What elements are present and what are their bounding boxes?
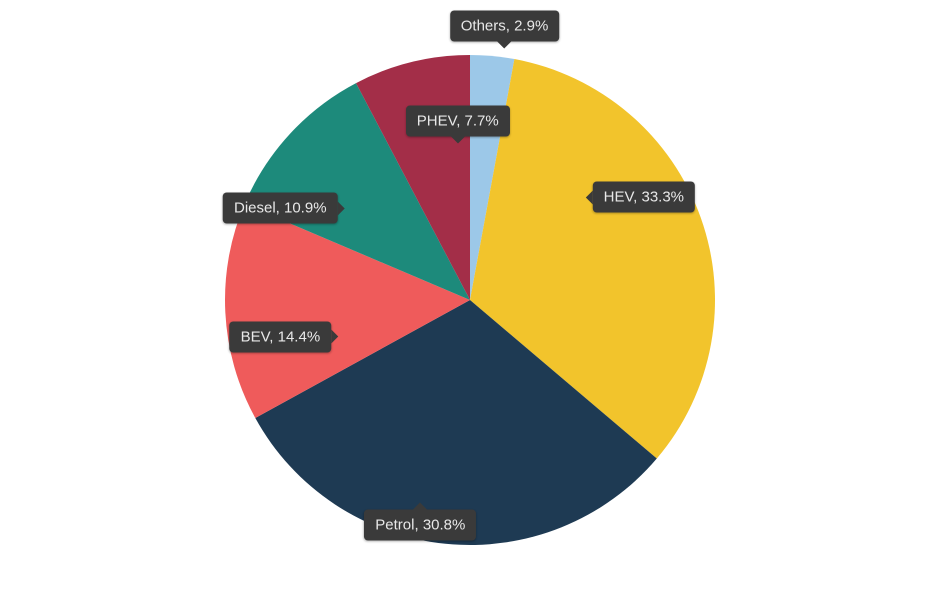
slice-tooltip-text: Petrol, 30.8% bbox=[375, 517, 465, 534]
slice-tooltip-text: HEV, 33.3% bbox=[604, 189, 684, 206]
tooltip-arrow-icon bbox=[331, 330, 338, 344]
slice-tooltip-text: Others, 2.9% bbox=[461, 17, 549, 34]
slice-tooltip-text: Diesel, 10.9% bbox=[234, 200, 327, 217]
tooltip-arrow-icon bbox=[586, 190, 593, 204]
tooltip-arrow-icon bbox=[451, 136, 465, 143]
pie-chart-container: Others, 2.9% HEV, 33.3% Petrol, 30.8% BEV, … bbox=[0, 0, 940, 600]
slice-tooltip-diesel: Diesel, 10.9% bbox=[223, 193, 338, 224]
slice-tooltip-others: Others, 2.9% bbox=[450, 10, 560, 41]
slice-tooltip-hev: HEV, 33.3% bbox=[593, 182, 695, 213]
slice-tooltip-petrol: Petrol, 30.8% bbox=[364, 510, 476, 541]
tooltip-arrow-icon bbox=[413, 503, 427, 510]
slice-tooltip-text: BEV, 14.4% bbox=[241, 328, 321, 345]
slice-tooltip-text: PHEV, 7.7% bbox=[417, 112, 499, 129]
slice-tooltip-phev: PHEV, 7.7% bbox=[406, 105, 510, 136]
tooltip-arrow-icon bbox=[498, 41, 512, 48]
tooltip-arrow-icon bbox=[338, 201, 345, 215]
slice-tooltip-bev: BEV, 14.4% bbox=[230, 321, 332, 352]
